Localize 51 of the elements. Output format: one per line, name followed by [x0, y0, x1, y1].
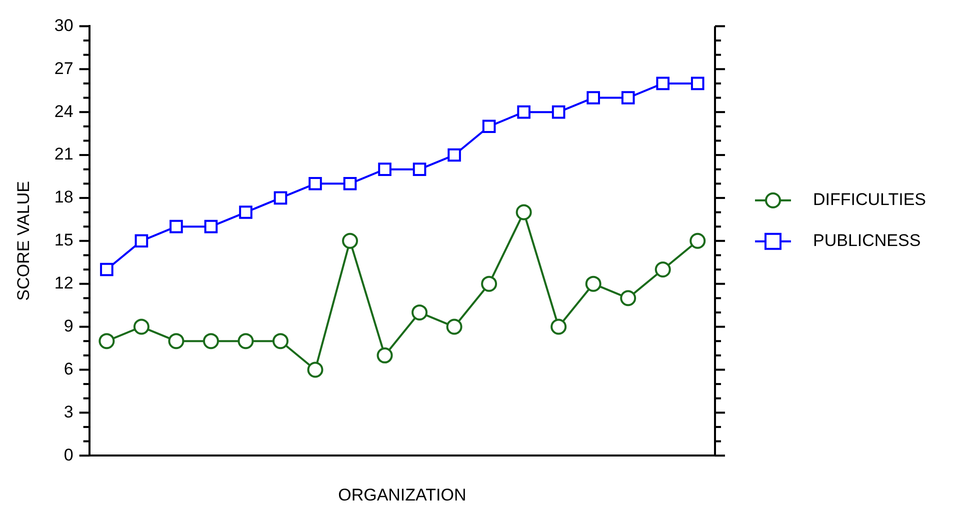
legend-label: DIFFICULTIES: [813, 190, 926, 210]
y-tick-label: 21: [54, 144, 74, 164]
point: [482, 120, 496, 134]
x-axis-title: ORGANIZATION: [338, 485, 466, 504]
point: [690, 232, 706, 249]
point: [517, 105, 530, 119]
point: [586, 91, 600, 104]
point: [690, 76, 704, 90]
legend-label: PUBLICNESS: [813, 231, 921, 250]
point: [585, 276, 602, 292]
y-tick-label: 12: [54, 274, 74, 293]
point: [134, 234, 148, 248]
point: [168, 333, 184, 350]
y-tick-label: 18: [54, 188, 74, 207]
y-tick-label: 30: [54, 16, 74, 35]
y-tick-label: 0: [64, 445, 74, 464]
point: [550, 318, 567, 335]
point: [654, 262, 671, 278]
point: [621, 91, 635, 104]
point: [412, 304, 428, 320]
y-tick-label: 3: [64, 402, 74, 422]
point: [342, 232, 358, 249]
point: [656, 76, 670, 90]
y-tick-label: 6: [64, 359, 74, 378]
point: [272, 333, 288, 350]
point: [516, 204, 532, 220]
point: [481, 276, 498, 292]
point: [378, 162, 392, 176]
point: [202, 333, 219, 350]
point: [100, 262, 114, 276]
point: [308, 176, 322, 190]
y-tick-label: 9: [64, 316, 74, 336]
point: [448, 148, 461, 162]
y-tick-label: 24: [54, 102, 74, 121]
point: [170, 220, 183, 234]
point: [307, 362, 324, 378]
point: [98, 333, 115, 350]
y-axis-title: SCORE VALUE: [14, 181, 33, 301]
point: [238, 333, 254, 350]
point: [620, 290, 636, 306]
point: [133, 318, 150, 335]
point: [343, 176, 357, 190]
point: [376, 347, 393, 364]
point: [239, 206, 252, 219]
y-tick-label: 15: [54, 230, 74, 250]
point: [412, 162, 426, 176]
point: [274, 191, 288, 205]
point: [552, 105, 566, 119]
point: [446, 318, 462, 335]
y-tick-label: 27: [54, 58, 74, 78]
point: [204, 220, 218, 234]
